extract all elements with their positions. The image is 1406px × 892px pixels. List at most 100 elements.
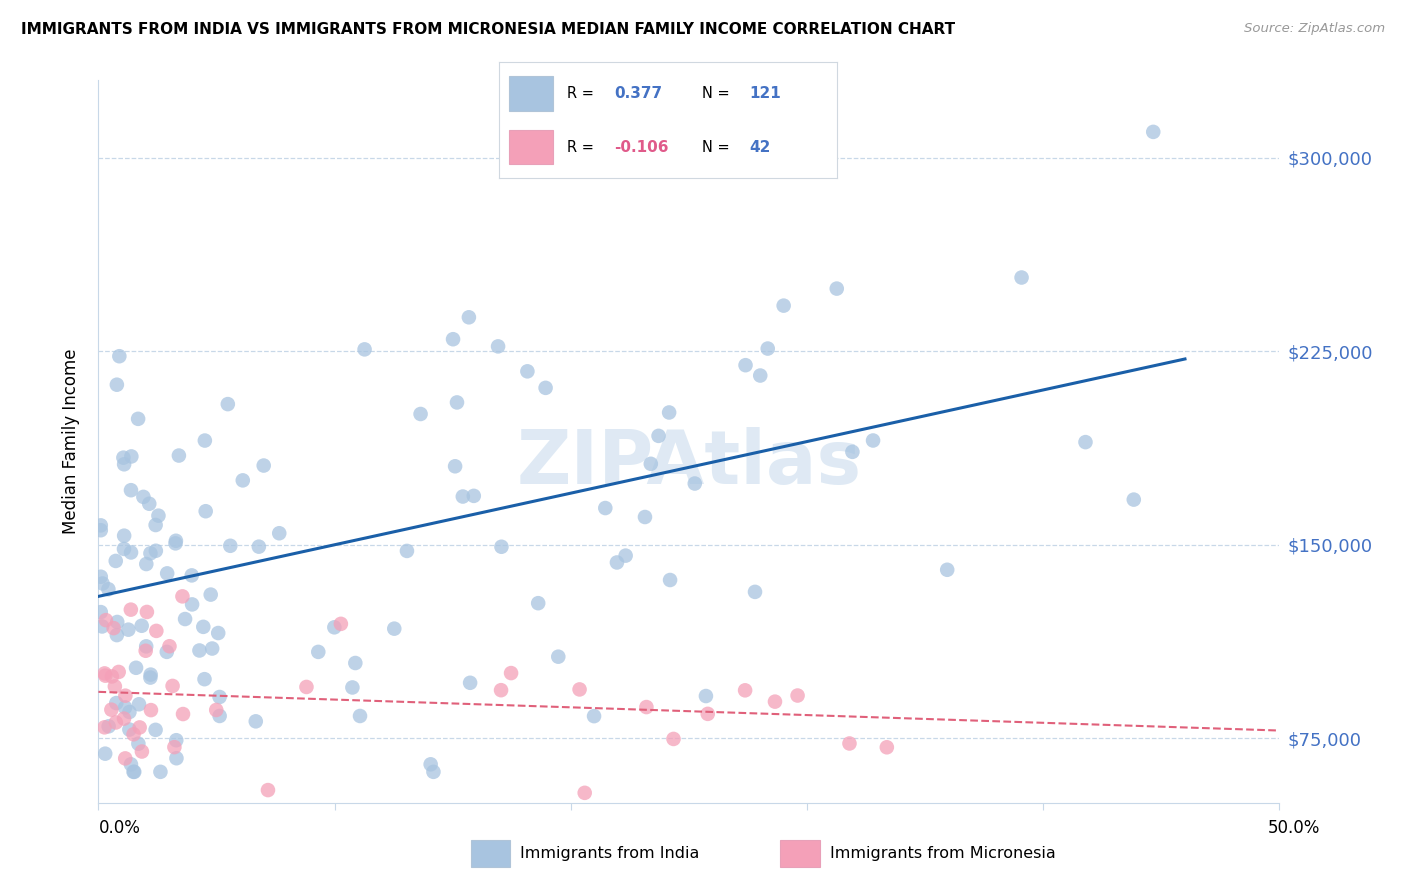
- Point: [786, 689, 808, 703]
- Point: [219, 539, 242, 553]
- Point: [499, 666, 522, 681]
- Point: [457, 310, 479, 325]
- Point: [135, 557, 157, 571]
- Point: [122, 764, 145, 779]
- Point: [683, 476, 706, 491]
- Point: [193, 620, 215, 634]
- Point: [139, 667, 162, 681]
- Text: 50.0%: 50.0%: [1267, 819, 1320, 837]
- Point: [659, 573, 682, 587]
- Point: [122, 727, 145, 741]
- Point: [825, 282, 848, 296]
- Point: [217, 397, 239, 411]
- Point: [1074, 435, 1097, 450]
- Point: [180, 568, 202, 582]
- Point: [568, 682, 591, 697]
- Point: [489, 683, 512, 698]
- Point: [695, 689, 717, 703]
- Point: [172, 590, 194, 604]
- Point: [595, 501, 617, 516]
- Point: [131, 619, 153, 633]
- Point: [107, 665, 129, 679]
- Point: [94, 747, 117, 761]
- Point: [253, 458, 276, 473]
- Point: [409, 407, 432, 421]
- Bar: [509, 77, 553, 112]
- Point: [446, 395, 468, 409]
- Point: [658, 405, 681, 419]
- Point: [547, 649, 569, 664]
- Point: [174, 612, 197, 626]
- Point: [120, 602, 142, 616]
- Point: [118, 705, 141, 719]
- Point: [127, 737, 149, 751]
- Point: [103, 621, 125, 635]
- Point: [172, 706, 194, 721]
- Point: [90, 605, 112, 619]
- Point: [166, 751, 188, 765]
- Point: [862, 434, 884, 448]
- Point: [734, 683, 756, 698]
- Point: [205, 703, 228, 717]
- Point: [162, 679, 184, 693]
- Text: 42: 42: [749, 139, 770, 154]
- Point: [145, 518, 167, 533]
- Point: [139, 546, 162, 560]
- Point: [114, 700, 136, 714]
- Point: [269, 526, 291, 541]
- Point: [734, 358, 756, 372]
- Point: [463, 489, 485, 503]
- Point: [245, 714, 267, 729]
- Point: [94, 613, 117, 627]
- Point: [193, 672, 215, 686]
- Text: 0.377: 0.377: [614, 87, 662, 102]
- Point: [574, 786, 596, 800]
- Bar: [509, 129, 553, 164]
- Point: [90, 523, 112, 537]
- Point: [232, 474, 254, 488]
- Point: [342, 681, 364, 695]
- Point: [135, 644, 157, 658]
- Point: [112, 712, 135, 726]
- Point: [491, 540, 513, 554]
- Point: [763, 695, 786, 709]
- Point: [135, 605, 157, 619]
- Point: [149, 764, 172, 779]
- Point: [876, 740, 898, 755]
- Point: [120, 545, 142, 559]
- Point: [606, 556, 628, 570]
- Y-axis label: Median Family Income: Median Family Income: [62, 349, 80, 534]
- Point: [97, 582, 120, 597]
- Point: [108, 349, 131, 363]
- Point: [114, 751, 136, 765]
- Point: [257, 783, 280, 797]
- Text: Immigrants from Micronesia: Immigrants from Micronesia: [830, 847, 1056, 861]
- Point: [353, 343, 375, 357]
- Point: [105, 628, 128, 642]
- Point: [634, 510, 657, 524]
- Point: [122, 764, 145, 779]
- Point: [145, 624, 167, 638]
- Text: R =: R =: [567, 139, 598, 154]
- Point: [208, 690, 231, 704]
- Point: [135, 640, 157, 654]
- Point: [756, 342, 779, 356]
- Point: [114, 689, 136, 703]
- Point: [91, 576, 114, 591]
- Point: [1122, 492, 1144, 507]
- Text: N =: N =: [702, 87, 734, 102]
- Point: [120, 450, 142, 464]
- Point: [323, 620, 346, 634]
- Point: [120, 757, 142, 772]
- Point: [181, 598, 204, 612]
- Point: [91, 619, 114, 633]
- Point: [744, 585, 766, 599]
- Point: [772, 299, 794, 313]
- Point: [295, 680, 318, 694]
- Point: [131, 745, 153, 759]
- Point: [194, 504, 217, 518]
- Point: [117, 623, 139, 637]
- Point: [104, 554, 127, 568]
- Point: [614, 549, 637, 563]
- Point: [208, 709, 231, 723]
